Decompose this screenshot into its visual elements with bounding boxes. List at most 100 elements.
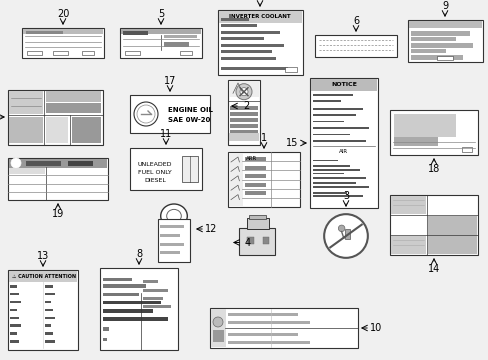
Bar bbox=[407, 20, 482, 62]
Text: 1: 1 bbox=[261, 133, 266, 143]
Bar bbox=[182, 156, 197, 182]
Bar bbox=[221, 18, 248, 21]
Bar bbox=[229, 130, 258, 134]
Bar bbox=[312, 100, 340, 102]
Bar bbox=[9, 91, 43, 114]
Bar bbox=[245, 191, 265, 195]
Bar bbox=[8, 90, 103, 145]
Ellipse shape bbox=[161, 204, 187, 228]
Bar bbox=[228, 153, 243, 206]
Bar bbox=[227, 313, 297, 316]
Bar bbox=[312, 169, 359, 171]
Bar bbox=[103, 278, 132, 281]
Text: 16: 16 bbox=[253, 0, 265, 1]
Bar bbox=[228, 81, 259, 97]
Circle shape bbox=[137, 105, 155, 123]
Text: 19: 19 bbox=[52, 209, 64, 219]
Bar bbox=[130, 148, 202, 190]
Text: 9: 9 bbox=[441, 1, 447, 11]
Bar bbox=[163, 35, 196, 39]
Bar bbox=[314, 35, 396, 57]
Bar bbox=[410, 37, 455, 41]
Bar bbox=[410, 43, 472, 48]
Bar bbox=[245, 183, 265, 186]
Bar bbox=[160, 225, 183, 229]
Bar bbox=[45, 332, 53, 335]
Bar bbox=[227, 80, 260, 145]
Circle shape bbox=[338, 225, 344, 231]
Text: 10: 10 bbox=[369, 323, 381, 333]
Bar bbox=[160, 234, 179, 237]
Circle shape bbox=[213, 317, 223, 327]
Bar bbox=[120, 28, 202, 58]
Bar bbox=[245, 157, 265, 161]
Bar bbox=[246, 217, 268, 229]
Bar bbox=[121, 29, 201, 35]
Bar bbox=[45, 309, 53, 311]
Text: DIESEL: DIESEL bbox=[144, 179, 166, 184]
Bar bbox=[9, 159, 107, 168]
Text: 5: 5 bbox=[158, 9, 164, 19]
Bar bbox=[239, 228, 274, 255]
Circle shape bbox=[236, 84, 251, 100]
Bar bbox=[100, 268, 178, 350]
Bar bbox=[10, 332, 18, 335]
Text: 4: 4 bbox=[244, 238, 250, 248]
Bar bbox=[221, 44, 284, 47]
Bar bbox=[130, 95, 209, 133]
Bar bbox=[393, 137, 437, 146]
Bar bbox=[309, 78, 377, 208]
Bar bbox=[312, 160, 337, 161]
Text: 17: 17 bbox=[163, 76, 176, 86]
Bar bbox=[210, 309, 225, 347]
Bar bbox=[8, 158, 108, 200]
Bar bbox=[45, 316, 55, 319]
Bar bbox=[312, 195, 362, 197]
Bar bbox=[10, 340, 19, 343]
Bar bbox=[26, 161, 61, 166]
Bar bbox=[393, 114, 455, 136]
Text: AIR: AIR bbox=[339, 149, 348, 154]
Bar bbox=[310, 79, 376, 91]
Text: 12: 12 bbox=[204, 224, 217, 234]
Bar bbox=[312, 177, 365, 179]
Bar bbox=[26, 31, 63, 34]
Text: 13: 13 bbox=[37, 251, 49, 261]
Bar bbox=[123, 31, 147, 35]
Text: 18: 18 bbox=[427, 164, 439, 174]
Bar bbox=[221, 24, 256, 27]
Bar bbox=[410, 31, 468, 36]
Circle shape bbox=[324, 214, 367, 258]
Bar bbox=[9, 117, 43, 143]
Bar bbox=[245, 166, 265, 170]
Bar bbox=[436, 56, 452, 60]
Bar bbox=[228, 133, 259, 141]
Bar bbox=[229, 118, 258, 122]
Bar bbox=[45, 340, 55, 343]
Text: NOTICE: NOTICE bbox=[330, 82, 356, 87]
Text: ENGINE OIL: ENGINE OIL bbox=[168, 107, 212, 113]
Bar bbox=[312, 127, 368, 129]
Bar bbox=[8, 270, 78, 350]
Bar bbox=[180, 51, 192, 55]
Bar bbox=[10, 309, 18, 311]
Bar bbox=[103, 338, 106, 341]
Bar bbox=[46, 91, 101, 102]
Bar bbox=[410, 49, 445, 53]
Bar bbox=[229, 112, 258, 116]
Ellipse shape bbox=[166, 210, 181, 222]
Text: 20: 20 bbox=[57, 9, 69, 19]
Text: 2: 2 bbox=[243, 101, 248, 111]
Circle shape bbox=[134, 102, 158, 126]
Bar bbox=[103, 284, 146, 288]
Bar bbox=[221, 50, 272, 53]
Circle shape bbox=[327, 217, 364, 255]
Bar bbox=[344, 229, 349, 239]
Bar bbox=[125, 51, 140, 55]
Bar bbox=[408, 21, 481, 28]
Bar bbox=[45, 324, 51, 327]
Text: INVERTER COOLANT: INVERTER COOLANT bbox=[229, 14, 290, 19]
Bar bbox=[221, 37, 264, 40]
Bar bbox=[142, 305, 171, 308]
Bar bbox=[10, 285, 18, 288]
